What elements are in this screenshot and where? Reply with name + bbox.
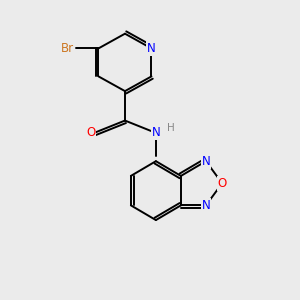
Text: N: N <box>152 126 160 140</box>
Text: N: N <box>202 155 210 168</box>
Text: H: H <box>167 123 175 133</box>
Text: N: N <box>147 42 156 55</box>
Text: O: O <box>86 126 95 140</box>
Text: O: O <box>218 177 227 190</box>
Text: Br: Br <box>61 42 74 55</box>
Text: N: N <box>202 199 210 212</box>
